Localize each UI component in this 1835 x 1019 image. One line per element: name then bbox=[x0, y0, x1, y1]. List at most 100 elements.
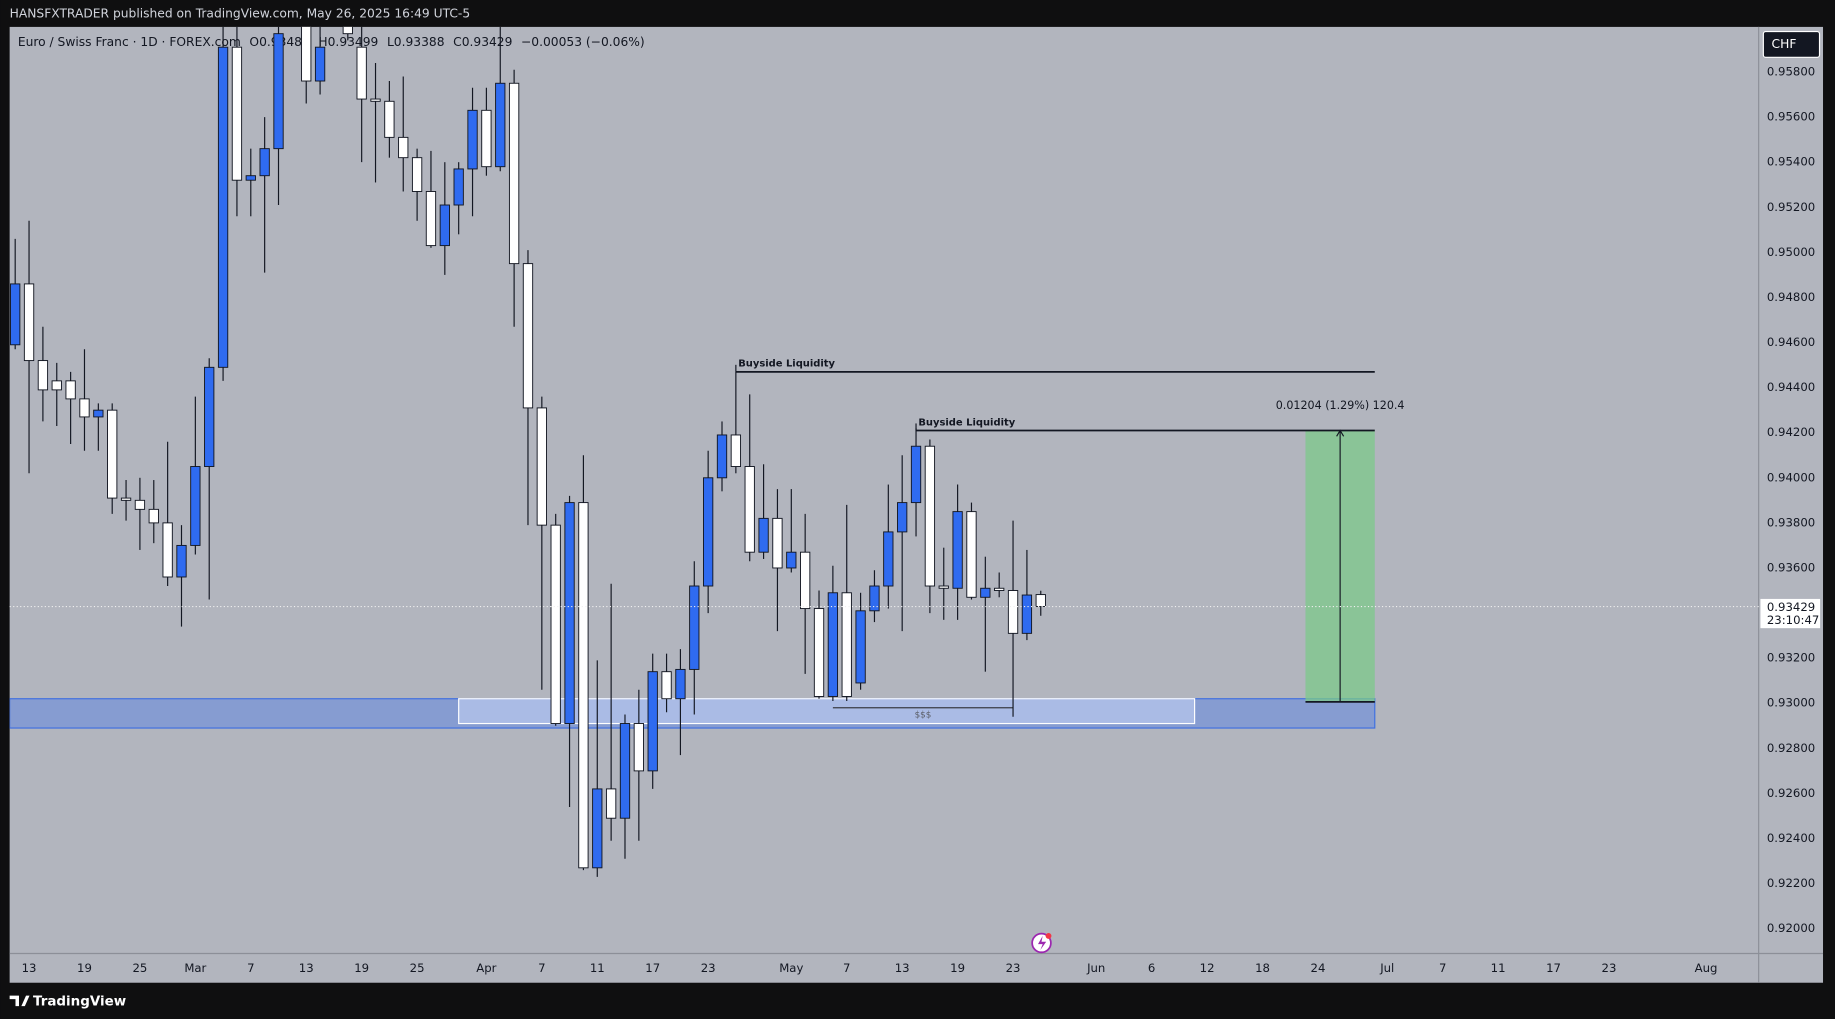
y-tick-label: 0.92000 bbox=[1767, 921, 1815, 935]
y-tick-label: 0.93200 bbox=[1767, 651, 1815, 665]
candle-body bbox=[619, 723, 631, 819]
y-tick-label: 0.94400 bbox=[1767, 380, 1815, 394]
candle-body bbox=[938, 585, 949, 589]
candle-body bbox=[522, 263, 534, 409]
candle-body bbox=[827, 592, 839, 697]
y-tick-label: 0.93000 bbox=[1767, 696, 1815, 710]
candle-body bbox=[730, 434, 742, 467]
candle-body bbox=[162, 522, 173, 578]
candle-body bbox=[841, 592, 852, 697]
candle-body bbox=[1021, 594, 1033, 634]
candle-body bbox=[536, 407, 547, 526]
candle-body bbox=[675, 668, 686, 700]
x-tick-label: 25 bbox=[132, 961, 147, 975]
ohlc-prefix: H bbox=[318, 35, 327, 49]
candle-body bbox=[772, 517, 783, 569]
y-tick-label: 0.95600 bbox=[1767, 110, 1815, 124]
candle-body bbox=[952, 511, 963, 589]
candle-body bbox=[134, 499, 146, 510]
ohlc-prefix: L bbox=[387, 35, 394, 49]
ohlc-prefix: O bbox=[249, 35, 259, 49]
candle-body bbox=[23, 283, 35, 362]
candle-body bbox=[716, 434, 728, 479]
candle-body bbox=[273, 33, 284, 150]
y-tick-label: 0.95400 bbox=[1767, 155, 1815, 169]
tradingview-logo: TradingView bbox=[9, 994, 126, 1009]
candle-body bbox=[550, 524, 561, 724]
x-tick-label: 19 bbox=[354, 961, 369, 975]
candle-body bbox=[813, 608, 825, 697]
candle-body bbox=[148, 508, 159, 524]
candle-body bbox=[425, 191, 437, 247]
last-price-box bbox=[1759, 597, 1822, 630]
countdown: 23:10:47 bbox=[1767, 613, 1820, 627]
x-tick-label: 13 bbox=[299, 961, 314, 975]
candle-body bbox=[855, 610, 866, 684]
x-tick-label: 19 bbox=[77, 961, 92, 975]
y-tick-label: 0.94200 bbox=[1767, 425, 1815, 439]
level-label: Buyside Liquidity bbox=[918, 417, 1015, 428]
candle-body bbox=[661, 671, 672, 700]
candle-body bbox=[605, 788, 617, 819]
candle-body bbox=[689, 585, 700, 670]
candle-body bbox=[467, 109, 478, 170]
x-tick-label: 7 bbox=[843, 961, 850, 975]
candle-body bbox=[190, 466, 201, 546]
measure-label: 0.01204 (1.29%) 120.4 bbox=[1276, 399, 1405, 412]
candle-body bbox=[79, 398, 90, 418]
y-tick-label: 0.94000 bbox=[1767, 470, 1815, 484]
candle-body bbox=[495, 82, 506, 168]
candle-body bbox=[883, 531, 894, 587]
x-tick-label: 7 bbox=[538, 961, 545, 975]
ohlc-value: 0.93388 bbox=[394, 35, 445, 49]
candle-body bbox=[994, 587, 1005, 591]
candle-body bbox=[342, 26, 353, 35]
x-tick-label: 25 bbox=[410, 961, 425, 975]
y-tick-label: 0.93600 bbox=[1767, 560, 1815, 574]
x-tick-label: 13 bbox=[895, 961, 910, 975]
candle-body bbox=[314, 46, 326, 82]
x-tick-label: 19 bbox=[950, 961, 965, 975]
y-tick-label: 0.94800 bbox=[1767, 290, 1815, 304]
candle-body bbox=[508, 82, 520, 265]
candle-body bbox=[370, 98, 381, 102]
currency-label: CHF bbox=[1772, 37, 1797, 51]
candle-body bbox=[578, 502, 589, 869]
x-tick-label: 11 bbox=[590, 961, 605, 975]
x-tick-label: 12 bbox=[1200, 961, 1215, 975]
currency-button[interactable] bbox=[1762, 31, 1821, 58]
brand: TradingView bbox=[33, 994, 126, 1009]
x-tick-label: 17 bbox=[645, 961, 660, 975]
legend: Euro / Swiss Franc · 1D · FOREX.com O0.9… bbox=[18, 35, 645, 49]
x-tick-label: 7 bbox=[1439, 961, 1446, 975]
candle-body bbox=[37, 360, 49, 391]
ohlc-value: 0.93482 bbox=[259, 35, 310, 49]
candle-body bbox=[356, 46, 367, 100]
x-tick-label: 23 bbox=[1006, 961, 1021, 975]
ohlc-value: 0.93499 bbox=[328, 35, 379, 49]
x-tick-label: 7 bbox=[247, 961, 254, 975]
alert-bolt bbox=[1038, 935, 1047, 950]
candle-body bbox=[411, 157, 423, 192]
logo-icon bbox=[9, 995, 30, 1007]
candle-body bbox=[439, 204, 450, 247]
candle-body bbox=[481, 109, 492, 168]
publish-header: HANSFXTRADER published on TradingView.co… bbox=[10, 7, 471, 21]
candle-body bbox=[176, 544, 187, 578]
x-tick-label: Apr bbox=[476, 961, 496, 975]
candle-body bbox=[924, 445, 936, 587]
sss-label: $$$ bbox=[915, 710, 932, 720]
x-tick-label: 6 bbox=[1148, 961, 1155, 975]
x-tick-label: 11 bbox=[1491, 961, 1506, 975]
x-tick-label: May bbox=[779, 961, 803, 975]
level-label: Buyside Liquidity bbox=[738, 359, 835, 370]
candle-body bbox=[301, 26, 312, 82]
candle-body bbox=[384, 100, 395, 138]
candle-body bbox=[1035, 594, 1046, 607]
candle-body bbox=[647, 671, 658, 772]
instrument: Euro / Swiss Franc · 1D · FOREX.com bbox=[18, 35, 241, 49]
candle-body bbox=[869, 585, 880, 612]
y-tick-label: 0.92600 bbox=[1767, 786, 1815, 800]
